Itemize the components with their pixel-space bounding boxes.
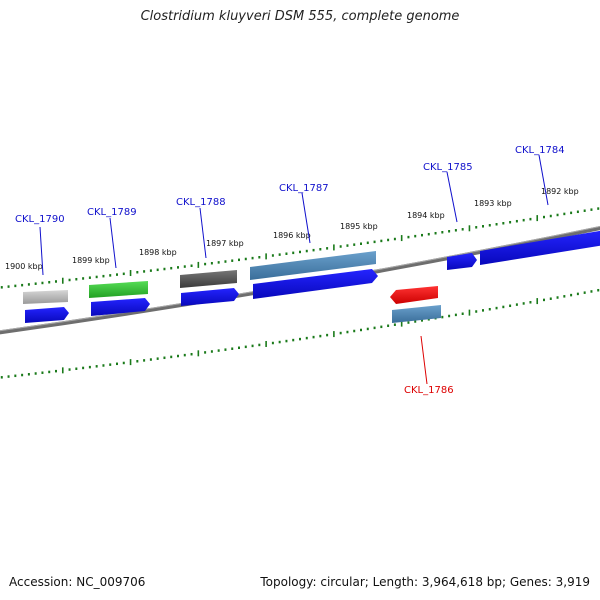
scale-label: 1898 kbp	[139, 248, 177, 257]
scale-label: 1896 kbp	[273, 231, 311, 240]
scale-label: 1900 kbp	[5, 262, 43, 271]
gene-label-ckl-1790: CKL_1790	[15, 214, 65, 225]
scale-label: 1897 kbp	[206, 239, 244, 248]
feature-track-outer	[23, 230, 600, 304]
feature-blue-upper-long	[480, 230, 600, 265]
cds-arrow-reverse	[390, 286, 438, 304]
feature-grey-dark	[180, 270, 237, 288]
feature-steel-lower	[392, 305, 441, 323]
scale-label: 1893 kbp	[474, 199, 512, 208]
feature-track-inner	[25, 269, 441, 323]
scale-labels: 1900 kbp 1899 kbp 1898 kbp 1897 kbp 1896…	[5, 187, 579, 271]
feature-blue-upper	[447, 253, 477, 270]
cds-arrow	[25, 307, 69, 323]
gene-label-ckl-1788: CKL_1788	[176, 197, 226, 208]
feature-grey-light	[23, 290, 68, 304]
feature-green	[89, 281, 148, 298]
label-leaders	[39, 154, 549, 385]
map-title: Clostridium kluyveri DSM 555, complete g…	[140, 9, 460, 24]
gene-label-ckl-1786: CKL_1786	[404, 385, 454, 396]
scale-label: 1892 kbp	[541, 187, 579, 196]
cds-arrow	[181, 288, 239, 306]
scale-label: 1899 kbp	[72, 256, 110, 265]
scale-ticks-lower	[0, 288, 600, 379]
gene-label-ckl-1789: CKL_1789	[87, 207, 137, 218]
gene-label-ckl-1784: CKL_1784	[515, 145, 565, 156]
gene-labels: CKL_1790 CKL_1789 CKL_1788 CKL_1787 CKL_…	[15, 145, 565, 396]
scale-label: 1895 kbp	[340, 222, 378, 231]
scale-label: 1894 kbp	[407, 211, 445, 220]
gene-label-ckl-1785: CKL_1785	[423, 162, 473, 173]
accession-text: Accession: NC_009706	[9, 575, 146, 589]
feature-steel	[250, 251, 376, 280]
cds-arrow	[253, 269, 378, 299]
genome-summary-text: Topology: circular; Length: 3,964,618 bp…	[260, 575, 590, 589]
cds-arrow	[91, 298, 150, 316]
gene-label-ckl-1787: CKL_1787	[279, 183, 329, 194]
scale-ticks-upper	[0, 207, 600, 289]
